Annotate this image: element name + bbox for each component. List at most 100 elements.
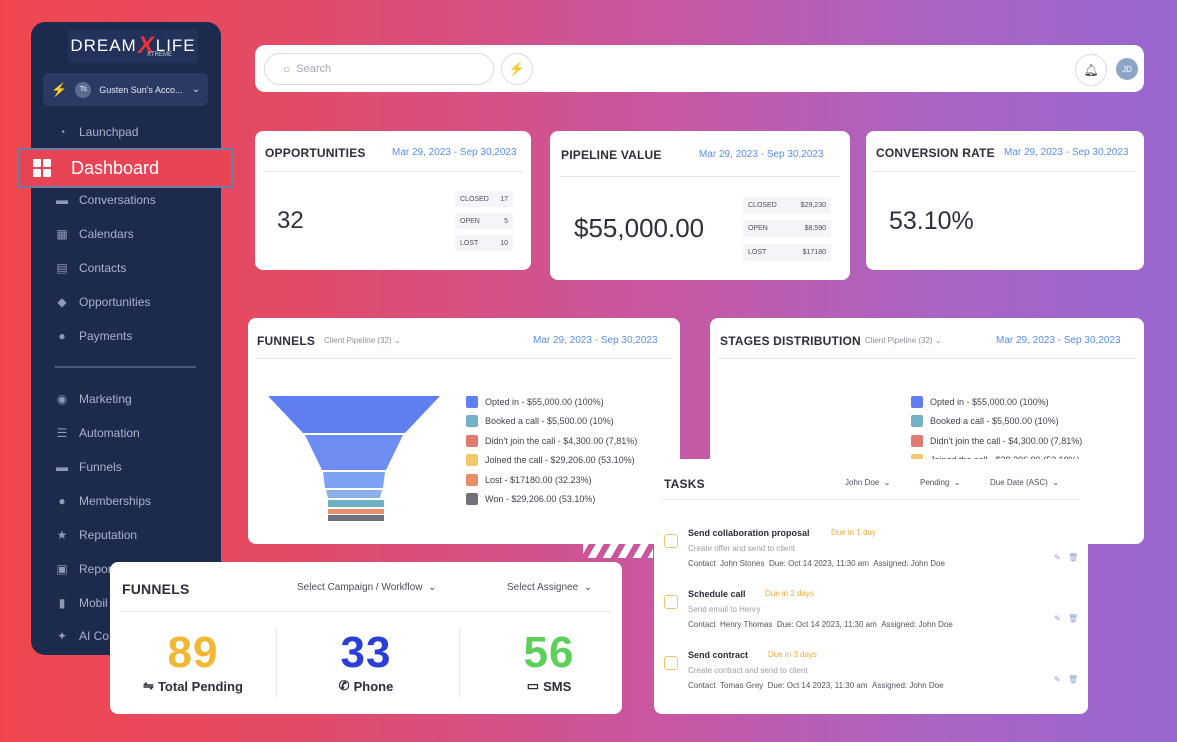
edit-icon[interactable]: ✎ bbox=[1054, 553, 1061, 562]
brand-logo[interactable]: DREAM X LIFE XTREME bbox=[68, 29, 198, 63]
sidebar-item-label: Payments bbox=[79, 329, 133, 343]
sidebar-item-label: AI Co bbox=[79, 629, 110, 643]
dollar-icon: ● bbox=[58, 329, 66, 343]
date-range[interactable]: Mar 29, 2023 - Sep 30,2023 bbox=[996, 335, 1121, 346]
quick-action-button[interactable]: ⚡ bbox=[501, 53, 533, 85]
task-meta: Contact Tomas Grey Due: Oct 14 2023, 11:… bbox=[688, 681, 944, 690]
notifications-button[interactable]: 🔔︎ bbox=[1075, 54, 1107, 86]
sidebar-item-launchpad[interactable]: ◔ Launchpad bbox=[55, 122, 138, 142]
sidebar-item-marketing[interactable]: ◉ Marketing bbox=[55, 389, 132, 409]
sidebar-item-dashboard[interactable]: Dashboard bbox=[17, 148, 233, 188]
rocket-icon: ◔ bbox=[58, 125, 66, 139]
mobile-icon: ▮ bbox=[58, 596, 66, 610]
conversion-rate-card: CONVERSION RATE Mar 29, 2023 - Sep 30,20… bbox=[866, 131, 1144, 270]
task-meta: Contact Henry Thomas Due: Oct 14 2023, 1… bbox=[688, 620, 953, 629]
trash-icon[interactable]: 🗑︎ bbox=[1068, 553, 1079, 562]
status-filter[interactable]: Pending ⌄ bbox=[920, 478, 961, 487]
sms-stat: 56 ▭ SMS bbox=[476, 628, 622, 694]
task-due-badge: Due in 1 day bbox=[831, 528, 876, 537]
search-input[interactable]: ○ Search bbox=[264, 53, 494, 85]
legend-item: Booked a call - $5,500.00 (10%) bbox=[466, 412, 637, 432]
task-checkbox[interactable] bbox=[664, 656, 678, 670]
trash-icon[interactable]: 🗑︎ bbox=[1068, 675, 1079, 684]
campaign-select[interactable]: Select Campaign / Workflow ⌄ bbox=[297, 582, 437, 593]
sort-filter[interactable]: Due Date (ASC) ⌄ bbox=[990, 478, 1059, 487]
assignee-select[interactable]: Select Assignee ⌄ bbox=[507, 582, 593, 593]
search-placeholder: Search bbox=[296, 63, 332, 75]
lightning-icon: ⚡ bbox=[508, 61, 526, 76]
card-title: PIPELINE VALUE bbox=[561, 148, 662, 162]
total-pending-stat: 89 ⇋ Total Pending bbox=[120, 628, 266, 694]
legend-item: Booked a call - $5,500.00 (10%) bbox=[911, 412, 1082, 432]
task-title: Send contract bbox=[688, 650, 749, 660]
sidebar-item-opportunities[interactable]: ◆ Opportunities bbox=[55, 292, 150, 312]
sidebar-item-ai[interactable]: ✦ AI Co bbox=[55, 626, 109, 646]
account-avatar: Ts bbox=[75, 81, 92, 98]
sidebar-item-reputation[interactable]: ★ Reputation bbox=[55, 525, 137, 545]
assignee-filter[interactable]: John Doe ⌄ bbox=[845, 478, 891, 487]
date-range[interactable]: Mar 29, 2023 - Sep 30,2023 bbox=[392, 147, 517, 158]
account-switcher[interactable]: ⚡ Ts Gusten Sun's Acco... ⌄ bbox=[43, 73, 208, 106]
chat-icon: ▬ bbox=[56, 193, 68, 207]
funnel-chart bbox=[268, 396, 440, 521]
task-due-badge: Due in 2 days bbox=[765, 589, 814, 598]
sidebar-item-funnels[interactable]: ▬ Funnels bbox=[55, 457, 122, 477]
legend-item: Opted in - $55,000.00 (100%) bbox=[466, 392, 637, 412]
trash-icon[interactable]: 🗑︎ bbox=[1068, 614, 1079, 623]
user-avatar[interactable]: JD bbox=[1116, 58, 1138, 80]
search-icon: ○ bbox=[283, 62, 291, 76]
funnel-stage-won bbox=[328, 515, 384, 521]
sidebar-item-automation[interactable]: ☰ Automation bbox=[55, 423, 140, 443]
pipeline-value-card: PIPELINE VALUE Mar 29, 2023 - Sep 30,202… bbox=[550, 131, 850, 280]
user-icon: ● bbox=[58, 494, 66, 508]
sidebar-item-label: Launchpad bbox=[79, 125, 139, 139]
date-range[interactable]: Mar 29, 2023 - Sep 30,2023 bbox=[699, 149, 824, 160]
pipeline-select[interactable]: Client Pipeline (32) ⌄ bbox=[324, 336, 401, 345]
legend-item: Lost - $17180.00 (32.23%) bbox=[466, 470, 637, 490]
phone-stat: 33 ✆ Phone bbox=[293, 628, 439, 694]
task-description: Create offer and send to client bbox=[688, 544, 796, 553]
funnel-stage-opted-in bbox=[268, 396, 440, 433]
sidebar-item-mobile[interactable]: ▮ Mobil bbox=[55, 593, 108, 613]
sidebar-item-payments[interactable]: ● Payments bbox=[55, 326, 132, 346]
sidebar-item-label: Memberships bbox=[79, 494, 152, 508]
grid-icon bbox=[33, 159, 51, 177]
divider bbox=[459, 628, 460, 698]
pipeline-select[interactable]: Client Pipeline (32) ⌄ bbox=[865, 336, 942, 345]
sidebar-item-label: Dashboard bbox=[71, 157, 160, 178]
sidebar-item-calendars[interactable]: ▦ Calendars bbox=[55, 224, 133, 244]
edit-icon[interactable]: ✎ bbox=[1054, 614, 1061, 623]
sidebar-item-reporting[interactable]: ▣ Repor bbox=[55, 559, 111, 579]
opportunities-card: OPPORTUNITIES Mar 29, 2023 - Sep 30,2023… bbox=[255, 131, 531, 270]
divider bbox=[256, 358, 672, 359]
sidebar-item-contacts[interactable]: ▤ Contacts bbox=[55, 258, 126, 278]
funnel-stage-joined bbox=[326, 490, 382, 498]
sidebar-item-memberships[interactable]: ● Memberships bbox=[55, 491, 151, 511]
stat-lost: LOST $17180 bbox=[743, 244, 831, 261]
total-pending-label: ⇋ Total Pending bbox=[143, 678, 243, 694]
sidebar-divider bbox=[55, 366, 196, 368]
sidebar-item-conversations[interactable]: ▬ Conversations bbox=[55, 190, 156, 210]
divider bbox=[560, 176, 840, 177]
sms-icon: ▭ bbox=[526, 678, 540, 693]
sms-value: 56 bbox=[523, 628, 575, 677]
task-due-badge: Due in 3 days bbox=[768, 650, 817, 659]
filter-icon: ◆ bbox=[57, 295, 67, 309]
task-meta: Contact John Stones Due: Oct 14 2023, 11… bbox=[688, 559, 945, 568]
task-checkbox[interactable] bbox=[664, 534, 678, 548]
date-range[interactable]: Mar 29, 2023 - Sep 30,2023 bbox=[533, 335, 658, 346]
divider bbox=[263, 171, 523, 172]
sidebar-item-label: Reputation bbox=[79, 528, 138, 542]
stat-closed: CLOSED 17 bbox=[455, 191, 513, 207]
sidebar-item-label: Opportunities bbox=[79, 295, 151, 309]
edit-icon[interactable]: ✎ bbox=[1054, 675, 1061, 684]
legend-item: Didn't join the call - $4,300.00 (7,81%) bbox=[911, 431, 1082, 451]
chevron-down-icon: ⌄ bbox=[191, 84, 200, 95]
date-range[interactable]: Mar 29, 2023 - Sep 30,2023 bbox=[1004, 147, 1129, 158]
logo-text-left: DREAM bbox=[70, 36, 137, 55]
legend-item: Didn't join the call - $4,300.00 (7,81%) bbox=[466, 431, 637, 451]
task-checkbox[interactable] bbox=[664, 595, 678, 609]
phone-value: 33 bbox=[340, 628, 392, 677]
card-title: FUNNELS bbox=[257, 334, 316, 348]
divider bbox=[662, 499, 1080, 500]
